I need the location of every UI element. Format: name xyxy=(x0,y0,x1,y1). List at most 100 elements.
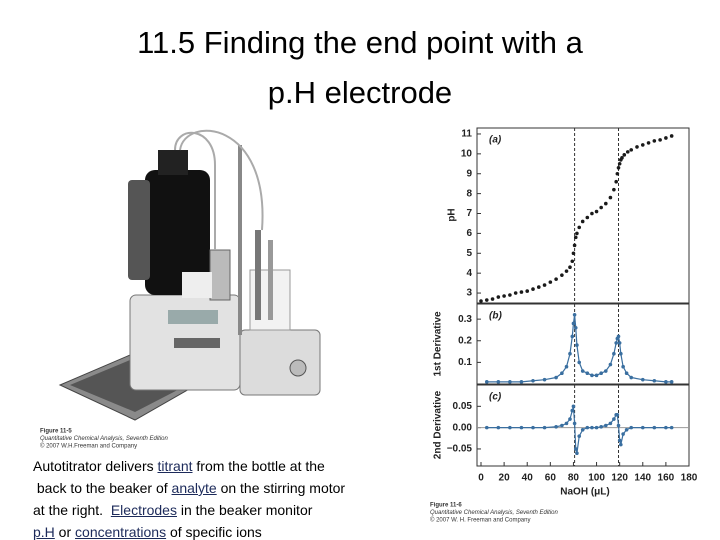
data-point xyxy=(615,413,620,417)
data-point xyxy=(617,438,622,443)
panel-frame xyxy=(476,303,690,385)
data-point xyxy=(484,425,489,430)
data-point xyxy=(519,380,524,384)
x-tick-label: 120 xyxy=(611,473,628,484)
data-point xyxy=(519,290,524,294)
chart: (a) pH 3 4 5 6 7 8 9 10 11 (b) 1st Derivative 0.1 0.2 0… xyxy=(433,127,698,498)
caption-line: © 2007 W.H.Freeman and Company xyxy=(40,443,137,450)
y-axis-label: 1st Derivative xyxy=(433,311,444,376)
data-point xyxy=(585,425,590,430)
series-line xyxy=(486,406,672,454)
title-line: 11.5 Finding the end point with a xyxy=(137,25,583,60)
data-point xyxy=(536,285,541,289)
data-point xyxy=(573,447,578,451)
data-point xyxy=(554,375,558,380)
text: from the bottle at the xyxy=(192,458,325,474)
data-point xyxy=(577,434,582,438)
data-point xyxy=(571,251,576,256)
data-point xyxy=(669,380,674,384)
data-point xyxy=(580,369,585,373)
description-line: at the right. Electrodes in the beaker m… xyxy=(33,499,345,521)
data-point xyxy=(640,143,645,147)
data-point xyxy=(612,187,616,192)
data-point xyxy=(608,362,613,367)
data-point xyxy=(604,369,608,373)
x-tick-label: 20 xyxy=(499,473,511,484)
data-point xyxy=(585,371,590,375)
data-point xyxy=(513,291,518,295)
data-point xyxy=(608,195,613,200)
text: or xyxy=(54,524,76,540)
caption-line: Quantitative Chemical Analysis, Seventh … xyxy=(40,436,169,442)
data-point xyxy=(617,341,622,345)
data-point xyxy=(664,425,668,430)
data-point xyxy=(496,380,501,384)
data-point xyxy=(508,425,512,430)
data-point xyxy=(604,201,608,206)
data-point xyxy=(560,273,564,277)
x-tick-label: 140 xyxy=(634,473,651,484)
data-point xyxy=(572,313,577,317)
link[interactable]: analyte xyxy=(171,480,217,496)
link[interactable]: Electrodes xyxy=(110,502,177,518)
data-point xyxy=(568,417,572,421)
y-tick-label: 3 xyxy=(466,288,472,299)
data-point xyxy=(570,408,575,413)
data-point xyxy=(619,351,623,356)
data-point xyxy=(669,425,674,430)
panel-label: (c) xyxy=(489,392,502,403)
data-point xyxy=(573,325,578,330)
data-point xyxy=(484,380,489,384)
data-point xyxy=(572,421,577,426)
caption-line: Quantitative Chemical Analysis, Seventh … xyxy=(430,510,559,516)
description-line: Autotitrator delivers titrant from the b… xyxy=(33,455,345,477)
data-point xyxy=(479,299,483,303)
description-line: back to the beaker of analyte on the sti… xyxy=(33,477,345,499)
data-point xyxy=(616,334,621,339)
data-point xyxy=(612,351,616,356)
data-point xyxy=(614,179,618,184)
data-point xyxy=(531,287,535,291)
panel-frame xyxy=(476,384,690,467)
data-point xyxy=(571,321,576,326)
caption-line: © 2007 W. H. Freeman and Company xyxy=(430,517,530,524)
data-point xyxy=(542,425,547,430)
data-point xyxy=(594,373,599,378)
data-point xyxy=(640,425,645,430)
data-point xyxy=(496,425,501,430)
y-tick-label: 11 xyxy=(461,129,472,140)
caption-line: Figure 11-6 xyxy=(430,503,462,509)
x-tick-label: 160 xyxy=(658,473,675,484)
data-point xyxy=(608,421,613,426)
link[interactable]: titrant xyxy=(157,458,193,474)
caption-line: Figure 11-5 xyxy=(40,429,72,435)
y-tick-label: 9 xyxy=(466,168,472,179)
data-point xyxy=(573,235,578,240)
data-point xyxy=(571,404,576,409)
link[interactable]: concentrations xyxy=(75,524,167,540)
x-tick-label: 0 xyxy=(478,473,484,484)
text: of specific ions xyxy=(166,524,262,540)
x-tick-label: 100 xyxy=(588,473,605,484)
data-point xyxy=(658,138,662,142)
data-point xyxy=(590,373,594,378)
data-point xyxy=(575,231,579,236)
y-tick-label: 0.2 xyxy=(458,335,472,346)
data-point xyxy=(652,378,657,383)
data-point xyxy=(635,145,639,149)
y-tick-label: 10 xyxy=(461,148,473,159)
x-axis-label: NaOH (μL) xyxy=(560,487,609,498)
text: back to the beaker of xyxy=(33,480,172,496)
data-point xyxy=(629,425,634,430)
data-point xyxy=(580,219,585,224)
data-point xyxy=(508,380,512,384)
y-tick-label: 6 xyxy=(466,228,472,239)
data-point xyxy=(580,427,585,432)
data-point xyxy=(616,165,621,170)
data-point xyxy=(585,215,590,220)
link[interactable]: p.H xyxy=(33,524,55,540)
data-point xyxy=(502,294,506,298)
data-point xyxy=(604,423,608,428)
